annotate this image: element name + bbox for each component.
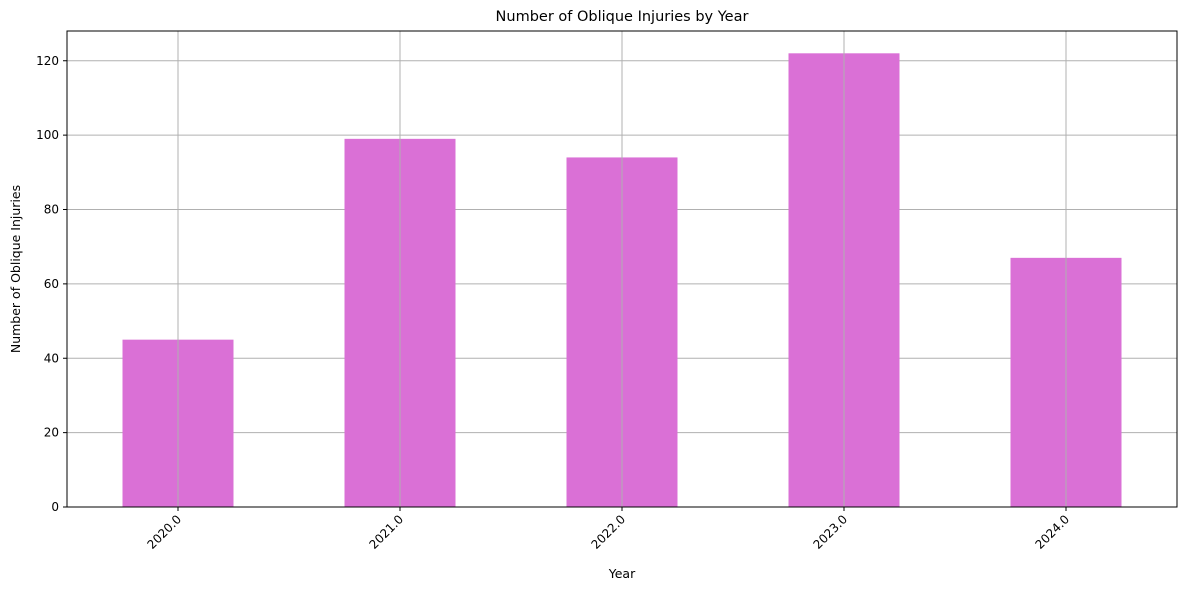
- y-tick-label: 40: [44, 351, 59, 365]
- y-tick-label: 80: [44, 203, 59, 217]
- x-tick-label: 2020.0: [145, 512, 185, 552]
- y-tick-label: 60: [44, 277, 59, 291]
- x-axis-ticks: 2020.0 2021.0 2022.0 2023.0 2024.0: [145, 507, 1073, 552]
- x-tick-label: 2024.0: [1033, 512, 1073, 552]
- y-tick-label: 100: [36, 128, 59, 142]
- y-tick-label: 0: [51, 500, 59, 514]
- y-tick-label: 20: [44, 426, 59, 440]
- y-tick-label: 120: [36, 54, 59, 68]
- vertical-grid-layer: [177, 31, 1067, 507]
- x-axis-label: Year: [608, 566, 636, 581]
- x-tick-label: 2021.0: [367, 512, 407, 552]
- x-tick-label: 2022.0: [589, 512, 629, 552]
- chart-title: Number of Oblique Injuries by Year: [496, 9, 749, 25]
- x-tick-label: 2023.0: [811, 512, 851, 552]
- y-axis-label: Number of Oblique Injuries: [8, 185, 23, 353]
- y-axis-ticks: 0 20 40 60 80 100 120: [36, 54, 67, 514]
